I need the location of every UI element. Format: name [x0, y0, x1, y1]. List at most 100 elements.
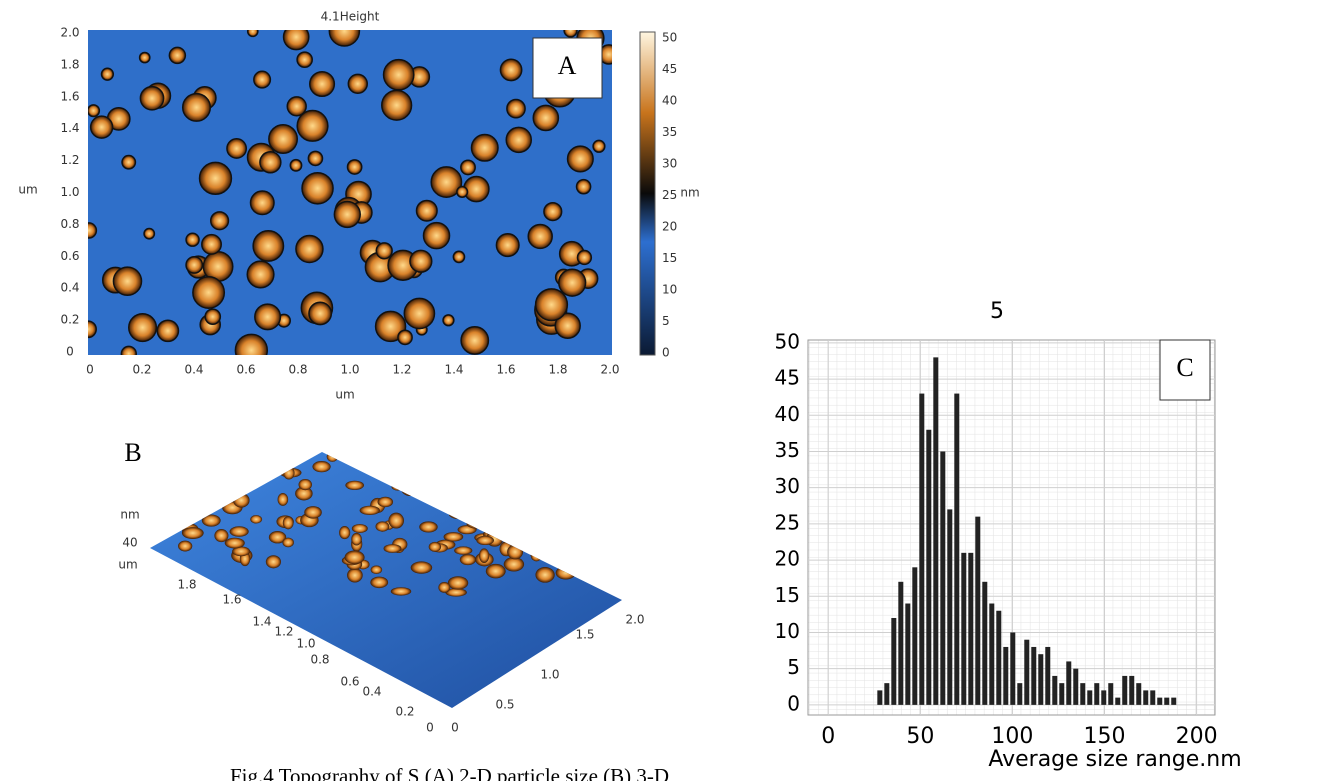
particle	[557, 552, 577, 565]
x-tick-label: 0	[451, 721, 459, 735]
bar	[1143, 690, 1149, 705]
particle	[530, 550, 542, 562]
particle	[100, 67, 115, 81]
y-tick-label: 35	[775, 438, 800, 462]
particle	[566, 145, 594, 173]
x-tick-label: 0.4	[184, 363, 203, 377]
particle	[347, 568, 363, 583]
bar	[975, 516, 981, 705]
particle	[307, 150, 324, 167]
panel-a-ticks: 0 0.2 0.4 0.6 0.8 1.0 1.2 1.4 1.6 1.8 2.0 0 0.2 0.4 0.…	[60, 26, 677, 377]
particle	[415, 199, 438, 222]
label-box	[1159, 339, 1211, 401]
y-tick-label: 1.8	[177, 578, 196, 592]
y-tick-label: 0.2	[60, 313, 79, 327]
bar	[1136, 683, 1142, 705]
particle	[250, 515, 263, 524]
bar	[1115, 697, 1121, 705]
y-tick-label: 30	[775, 474, 800, 498]
particle	[457, 525, 477, 535]
bar	[961, 552, 967, 705]
particle	[370, 565, 383, 574]
x-tick-label: 200	[1176, 724, 1218, 749]
y-axis-label: um	[18, 183, 37, 197]
bar	[1059, 683, 1065, 705]
particle	[499, 58, 523, 82]
particle	[410, 561, 433, 574]
colorbar-label: nm	[680, 186, 699, 200]
particle	[477, 506, 490, 519]
particle	[252, 230, 285, 262]
particles	[88, 30, 612, 355]
particle	[452, 250, 466, 264]
particle	[214, 529, 229, 543]
bar	[1171, 697, 1177, 705]
y-tick-label: 1.2	[274, 625, 293, 639]
particle	[277, 492, 289, 506]
particle	[249, 190, 275, 216]
bar	[1038, 654, 1044, 705]
particle	[507, 544, 524, 560]
particle	[397, 329, 413, 346]
x-tick-label: 1.0	[540, 668, 559, 682]
particle	[265, 555, 282, 569]
particle	[390, 587, 412, 596]
particle	[156, 319, 180, 343]
particle	[351, 532, 362, 546]
colorbar-tick-label: 40	[662, 94, 677, 108]
bar	[1094, 683, 1100, 705]
particle	[600, 559, 619, 574]
bar	[1052, 675, 1058, 705]
colorbar-tick-label: 50	[662, 31, 677, 45]
y-tick-label: 1.0	[296, 637, 315, 651]
particle	[535, 566, 555, 583]
panel-label: B	[124, 438, 141, 467]
particle	[234, 333, 269, 355]
particle	[198, 161, 233, 195]
bar	[1045, 646, 1051, 705]
particle	[456, 185, 469, 199]
particle	[345, 480, 365, 490]
particle	[308, 301, 333, 326]
bar	[926, 429, 932, 705]
particle	[576, 249, 593, 266]
particle	[295, 234, 324, 264]
particle	[201, 514, 221, 527]
x-tick-label: 2.0	[600, 363, 619, 377]
particle	[139, 85, 165, 111]
y-tick-label: 0.8	[60, 217, 79, 231]
x-tick-label: 0.2	[132, 363, 151, 377]
y-tick-label: 40	[775, 402, 800, 426]
particle	[88, 320, 97, 339]
colorbar-tick-label: 20	[662, 220, 677, 234]
bar	[1164, 697, 1170, 705]
particle	[138, 51, 151, 64]
particle	[485, 563, 506, 579]
y-tick-label: 15	[775, 583, 800, 607]
y-tick-label: 1.2	[60, 153, 79, 167]
particle	[120, 345, 137, 355]
bar	[1157, 697, 1163, 705]
particle	[112, 266, 143, 296]
particle	[382, 58, 415, 91]
bar	[1080, 683, 1086, 705]
particle	[445, 588, 467, 597]
particle	[185, 232, 200, 247]
particle	[282, 516, 294, 530]
particle	[201, 233, 222, 255]
x-tick-label: 1.4	[444, 363, 463, 377]
particle	[558, 268, 587, 297]
bar	[919, 393, 925, 705]
y-tick-label: 1.6	[60, 89, 79, 103]
particle	[312, 461, 331, 473]
particle	[555, 566, 576, 580]
particle	[381, 89, 413, 121]
y-tick-label: 0	[426, 721, 434, 735]
particle	[268, 124, 299, 154]
particle	[506, 98, 526, 119]
particle	[181, 92, 212, 122]
particle	[443, 532, 464, 542]
particle	[474, 513, 489, 526]
particle	[359, 505, 380, 516]
x-axis-label: um	[335, 388, 354, 402]
